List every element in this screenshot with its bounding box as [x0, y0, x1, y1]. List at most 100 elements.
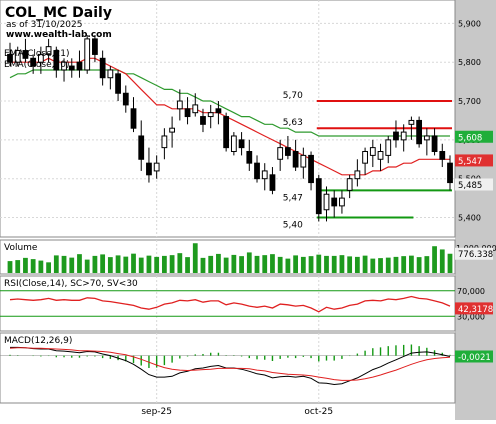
volume-bar [46, 262, 51, 273]
candle [22, 38, 29, 63]
macd-signal-path [9, 347, 451, 381]
volume-bar [7, 261, 13, 273]
candle [115, 69, 121, 102]
rsi-line [0, 290, 455, 317]
ema70-value-tag: 5,608 [458, 133, 482, 143]
candle [369, 139, 376, 168]
candle-body [37, 53, 44, 63]
volume-bar [161, 255, 167, 273]
candle [161, 128, 168, 160]
candle-body [130, 108, 137, 129]
volume-bar [393, 256, 399, 273]
support-resistance-lines: 5,70 5,63 5,47 5,40 [283, 91, 452, 231]
candle [254, 155, 260, 183]
candle-body [61, 61, 67, 71]
candle [37, 46, 44, 74]
volume-value-tag: 776.338 [458, 250, 493, 260]
volume-bar [115, 255, 121, 273]
volume-bar [185, 257, 190, 273]
candle [285, 135, 291, 160]
candles [7, 35, 453, 222]
candle [246, 139, 253, 171]
candle [84, 35, 91, 74]
volume-bar [138, 257, 144, 273]
candle [416, 116, 423, 148]
candle [169, 116, 175, 148]
candle-body [161, 135, 168, 149]
volume-bar [23, 257, 28, 273]
candle [362, 147, 368, 175]
volume-bar [447, 253, 453, 273]
candle [14, 46, 21, 67]
volume-bar [84, 259, 90, 273]
candle-body [431, 135, 438, 153]
candle [61, 58, 67, 82]
rsi-path [9, 295, 451, 313]
volume-bar [277, 256, 283, 273]
candle-body [7, 53, 13, 63]
volume-bar [15, 260, 21, 273]
candle [308, 151, 314, 191]
volume-bar [239, 256, 244, 273]
candle-body [423, 135, 430, 141]
candle-body [308, 154, 314, 184]
volume-bar [61, 255, 67, 273]
volume-bar [324, 255, 329, 273]
chart-title: COL_MC Daily [5, 5, 112, 21]
candle [315, 174, 322, 222]
candle-body [200, 116, 206, 125]
volume-bar [285, 258, 291, 273]
candle-body [254, 162, 260, 180]
volume-bar [92, 255, 98, 273]
volume-bar [409, 255, 414, 273]
volume-bar [354, 256, 360, 273]
ema21-value-tag: 5,547 [458, 157, 482, 167]
candle-body [223, 116, 230, 149]
volume-bar [385, 257, 391, 273]
candle [92, 35, 98, 63]
candle-body [30, 57, 37, 67]
volume-bars [7, 243, 453, 273]
candle [230, 132, 237, 156]
candle [146, 147, 152, 183]
rsi-value-tag: 42,3178 [458, 305, 493, 315]
candle [99, 50, 106, 86]
candle [215, 101, 222, 125]
volume-bar [432, 246, 437, 273]
candle [385, 135, 392, 164]
rsi-tick-label: 70,000 [457, 287, 485, 296]
candle-body [261, 170, 268, 180]
legend-ema70: EMA(Close,70) [4, 60, 69, 70]
volume-title: Volume [4, 243, 38, 253]
candle-body [369, 147, 376, 156]
candle [200, 108, 206, 133]
candle-body [84, 38, 91, 71]
candle-body [176, 100, 183, 110]
volume-bar [254, 255, 260, 273]
candle-body [122, 92, 129, 106]
candle [377, 143, 384, 171]
candle [130, 97, 137, 133]
candle-body [230, 135, 237, 153]
price-axis-strip [455, 0, 496, 420]
candle [153, 155, 160, 179]
candle [331, 190, 338, 218]
candle-body [346, 178, 353, 191]
candle [269, 167, 276, 195]
candle-body [277, 147, 284, 160]
volume-bar [69, 257, 75, 273]
candle-body [269, 174, 276, 191]
candle-body [184, 108, 191, 118]
volume-bar [401, 256, 407, 273]
volume-bar [270, 254, 275, 273]
volume-bar [331, 255, 337, 273]
ema21-path [10, 57, 450, 176]
volume-bar [370, 258, 376, 273]
ema70-line [9, 69, 450, 137]
candle [30, 54, 37, 74]
price-tick-label: 5,700 [458, 97, 481, 106]
candle [207, 104, 214, 129]
candle-body [354, 170, 361, 180]
candle [393, 120, 399, 148]
candle-body [447, 162, 453, 184]
